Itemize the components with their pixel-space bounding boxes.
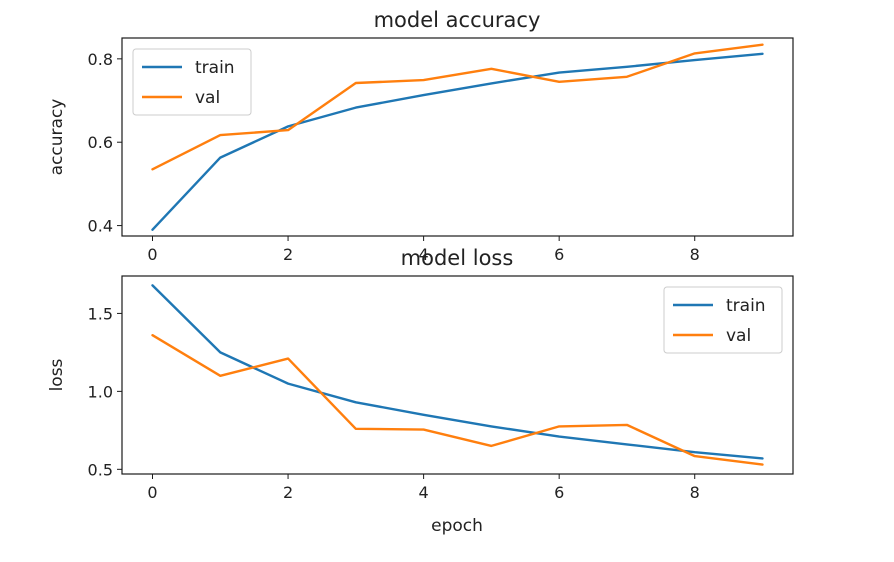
- accuracy-chart-title: model accuracy: [374, 8, 541, 32]
- accuracy-legend-box: [132, 48, 252, 116]
- loss-x-axis-label: epoch: [431, 516, 483, 536]
- loss-legend-box: [663, 286, 783, 354]
- accuracy-x-tick-label: 2: [283, 245, 293, 264]
- accuracy-x-tick-label: 6: [554, 245, 564, 264]
- loss-y-tick-label: 1.5: [88, 304, 113, 323]
- accuracy-x-tick-label: 8: [690, 245, 700, 264]
- loss-y-axis-label: loss: [47, 358, 67, 391]
- loss-x-tick-label: 6: [554, 483, 564, 502]
- loss-y-tick-label: 1.0: [88, 382, 113, 401]
- accuracy-ticks: 0 2 4 6 8 0.4 0.6 0.8: [88, 50, 700, 264]
- loss-x-tick-label: 2: [283, 483, 293, 502]
- accuracy-train-line: [151, 52, 764, 231]
- accuracy-y-tick-label: 0.4: [88, 217, 113, 236]
- accuracy-y-axis-label: accuracy: [47, 99, 67, 176]
- loss-legend-train-label: train: [726, 296, 766, 316]
- accuracy-val-line: [151, 43, 764, 171]
- loss-legend-val-label: val: [726, 326, 751, 346]
- accuracy-subplot: 0 2 4 6 8 0.4 0.6 0.8 model accuracy accuracy t…: [47, 8, 794, 264]
- loss-axes-frame: [121, 275, 794, 475]
- accuracy-axes-frame: [121, 37, 794, 237]
- accuracy-legend-train-label: train: [195, 58, 235, 78]
- accuracy-x-tick-label: 4: [419, 245, 429, 264]
- accuracy-y-tick-label: 0.6: [88, 133, 113, 152]
- accuracy-plot-area: [151, 43, 764, 231]
- accuracy-y-tick-label: 0.8: [88, 50, 113, 69]
- loss-x-tick-label: 8: [690, 483, 700, 502]
- loss-x-tick-label: 0: [147, 483, 157, 502]
- loss-ticks: 0 2 4 6 8 0.5 1.0 1.5: [88, 304, 700, 502]
- loss-y-tick-label: 0.5: [88, 460, 113, 479]
- loss-plot-area: [151, 284, 764, 466]
- loss-subplot: 0 2 4 6 8 0.5 1.0 1.5 model loss loss epoch tra…: [47, 246, 794, 536]
- loss-legend: train val: [663, 286, 783, 354]
- loss-chart-title: model loss: [401, 246, 514, 270]
- loss-x-tick-label: 4: [419, 483, 429, 502]
- loss-val-line: [151, 334, 764, 466]
- accuracy-legend: train val: [132, 48, 252, 116]
- accuracy-x-tick-label: 0: [147, 245, 157, 264]
- accuracy-legend-val-label: val: [195, 88, 220, 108]
